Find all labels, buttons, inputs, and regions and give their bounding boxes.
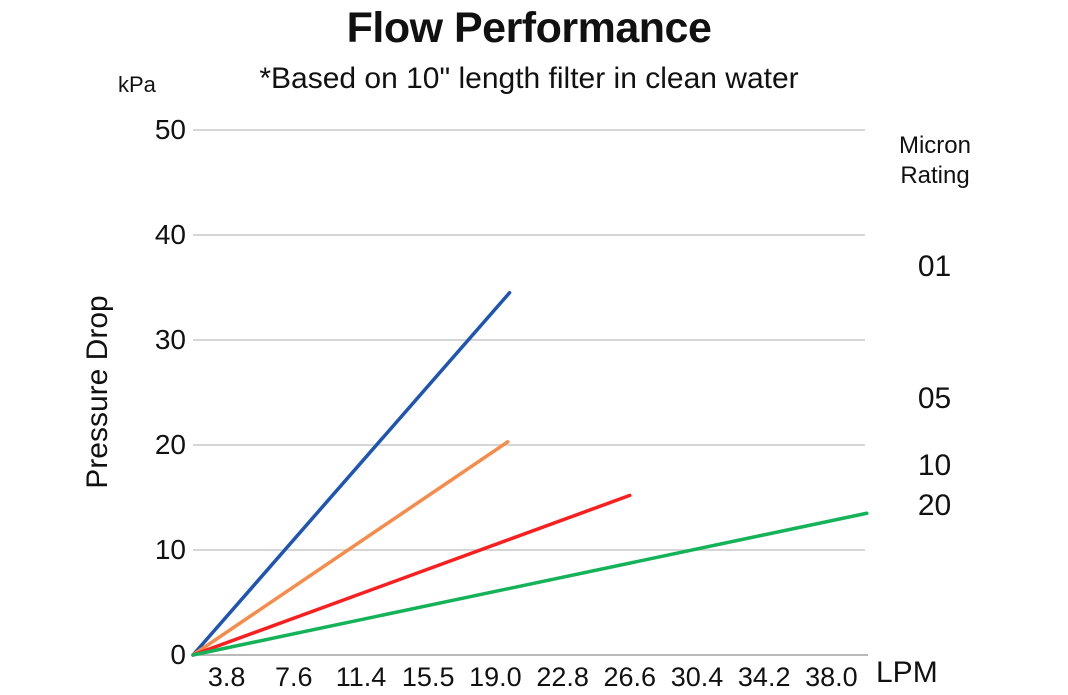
y-tick-label: 0 — [170, 639, 186, 670]
x-axis-unit-label: LPM — [876, 656, 938, 689]
x-tick-label: 38.0 — [805, 662, 858, 692]
y-axis-unit-label: kPa — [118, 72, 156, 97]
series-line-20 — [191, 511, 869, 657]
y-axis-title: Pressure Drop — [81, 295, 114, 489]
series-line-10 — [191, 493, 632, 657]
y-tick-label: 20 — [154, 429, 186, 460]
series-line-05 — [191, 440, 510, 657]
chart-title: Flow Performance — [346, 4, 712, 52]
legend-item-20: 20 — [917, 489, 952, 522]
legend-title: Micron Rating — [898, 132, 971, 189]
x-tick-label: 7.6 — [275, 662, 313, 692]
y-tick-label: 10 — [154, 534, 186, 565]
x-tick-label: 15.5 — [401, 662, 455, 692]
series-line-01 — [191, 291, 512, 657]
x-tick-label: 30.4 — [670, 662, 724, 692]
legend-item-01: 01 — [917, 250, 952, 283]
x-tick-label: 26.6 — [603, 662, 657, 692]
y-tick-label: 40 — [154, 219, 186, 250]
x-tick-label: 11.4 — [335, 662, 387, 692]
y-tick-label: 30 — [154, 324, 186, 355]
x-tick-label: 3.8 — [207, 662, 246, 692]
y-tick-label: 50 — [154, 114, 186, 145]
x-tick-label: 34.2 — [737, 662, 791, 692]
x-tick-label: 19.0 — [469, 662, 522, 692]
chart-subtitle: *Based on 10" length filter in clean wat… — [259, 62, 799, 95]
legend-item-05: 05 — [917, 382, 952, 415]
x-tick-label: 22.8 — [536, 662, 589, 692]
legend-item-10: 10 — [917, 449, 952, 482]
